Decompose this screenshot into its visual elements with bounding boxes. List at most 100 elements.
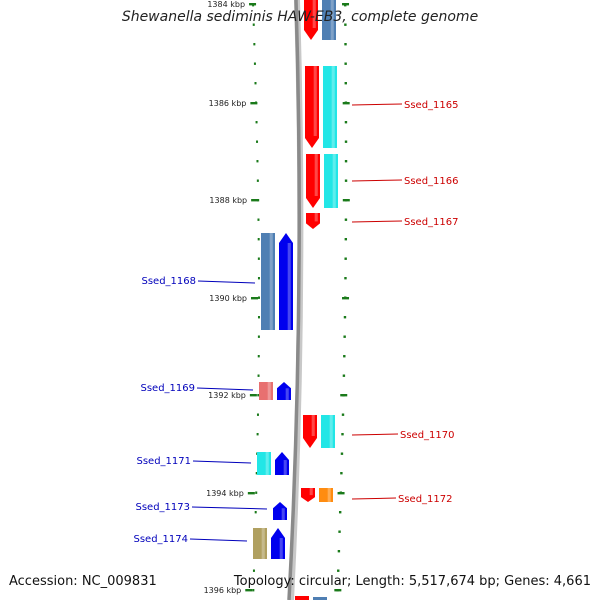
inner-dot <box>257 218 260 221</box>
inner-dot <box>257 335 260 338</box>
inner-dot <box>252 589 255 592</box>
ruler-label: 1392 kbp <box>208 391 246 400</box>
outer-dot <box>344 238 348 241</box>
reverse-label-leader <box>196 387 254 391</box>
inner-dot <box>257 355 260 358</box>
ruler-major-tick <box>251 199 259 202</box>
outer-dot <box>337 569 340 572</box>
forward-gene-arrow-shade <box>311 415 315 436</box>
ruler-major-tick <box>249 394 257 397</box>
reverse-cog-bar <box>253 528 267 559</box>
outer-major-tick <box>342 297 350 300</box>
forward-gene-label: Ssed_1172 <box>398 494 453 505</box>
ruler-label: 1388 kbp <box>209 196 247 205</box>
forward-gene-arrow-shade <box>314 213 318 222</box>
reverse-gene-arrow <box>275 452 289 475</box>
reverse-label-leader <box>197 280 256 284</box>
outer-dot <box>338 530 341 533</box>
inner-dot <box>253 43 256 46</box>
reverse-gene-arrow-shade <box>287 243 291 330</box>
forward-gene-label: Ssed_1165 <box>404 100 459 111</box>
forward-cog-bar-shade <box>327 488 331 502</box>
outer-dot <box>344 121 348 124</box>
reverse-gene-arrow-shade <box>283 460 287 475</box>
ruler-major-tick <box>250 102 258 105</box>
forward-label-leader <box>351 497 397 500</box>
inner-dot <box>257 277 260 280</box>
outer-dot <box>344 43 347 46</box>
outer-dot <box>341 413 345 416</box>
outer-dot <box>344 62 347 65</box>
inner-dot <box>257 257 260 260</box>
reverse-cog-bar-shade <box>269 233 273 330</box>
outer-dot <box>344 160 348 163</box>
reverse-gene-arrow <box>271 528 285 559</box>
inner-dot <box>257 394 260 397</box>
forward-cog-partial <box>313 597 327 600</box>
outer-dot <box>344 218 348 221</box>
outer-dot <box>344 23 347 26</box>
inner-dot <box>256 179 259 182</box>
forward-gene-arrow <box>305 66 319 148</box>
reverse-gene-label: Ssed_1174 <box>133 534 188 545</box>
forward-gene-arrow-shade <box>312 0 316 28</box>
reverse-gene-arrow-shade <box>279 538 283 559</box>
forward-cog-bar-shade <box>329 415 333 448</box>
outer-dot <box>343 316 347 319</box>
forward-cog-bar <box>324 154 338 208</box>
reverse-gene-label: Ssed_1168 <box>141 276 196 287</box>
ruler-major-tick <box>249 3 257 6</box>
inner-dot <box>257 374 260 377</box>
outer-dot <box>340 472 343 475</box>
outer-major-tick <box>337 492 345 495</box>
inner-dot <box>252 569 255 572</box>
reverse-gene-arrow-shade <box>285 388 289 400</box>
inner-dot <box>257 316 260 319</box>
outer-major-tick <box>334 589 342 592</box>
outer-dot <box>340 452 344 455</box>
outer-dot <box>342 374 346 377</box>
forward-cog-bar-shade <box>330 0 334 40</box>
inner-dot <box>256 140 259 143</box>
outer-dot <box>344 140 348 143</box>
outer-dot <box>344 82 347 85</box>
forward-cog-bar <box>323 66 337 148</box>
inner-dot <box>255 491 258 494</box>
ruler-major-tick <box>251 297 259 300</box>
reverse-label-leader <box>191 506 268 510</box>
inner-dot <box>256 433 259 436</box>
inner-dot <box>257 296 260 299</box>
outer-dot <box>344 179 348 182</box>
outer-dot <box>338 511 342 514</box>
accession-text: Accession: NC_009831 <box>9 574 157 589</box>
reverse-gene-label: Ssed_1173 <box>135 502 190 513</box>
outer-major-tick <box>342 199 350 202</box>
ruler-label: 1390 kbp <box>209 294 247 303</box>
outer-major-tick <box>340 394 348 397</box>
forward-label-leader <box>351 179 403 182</box>
outer-dot <box>337 550 341 553</box>
reverse-gene-arrow <box>279 233 293 330</box>
reverse-cog-bar <box>261 233 275 330</box>
outer-dot <box>344 277 347 280</box>
inner-dot <box>252 23 255 26</box>
ruler-label: 1396 kbp <box>204 586 242 595</box>
forward-gene-arrow-shade <box>309 488 313 496</box>
outer-major-tick <box>342 102 350 105</box>
inner-dot <box>257 199 260 202</box>
reverse-gene-arrow <box>277 382 291 400</box>
ruler-label: 1384 kbp <box>207 0 245 9</box>
outer-dot <box>341 433 344 436</box>
forward-gene-label: Ssed_1170 <box>400 430 455 441</box>
forward-gene-arrow-shade <box>314 154 318 196</box>
forward-cog-bar <box>319 488 333 502</box>
inner-dot <box>256 413 259 416</box>
reverse-cog-bar <box>257 452 271 475</box>
forward-cog-bar <box>322 0 336 40</box>
reverse-cog-bar-shade <box>265 452 269 475</box>
reverse-cog-bar-shade <box>261 528 265 559</box>
outer-dot <box>343 355 346 358</box>
forward-cog-bar-shade <box>331 66 335 148</box>
